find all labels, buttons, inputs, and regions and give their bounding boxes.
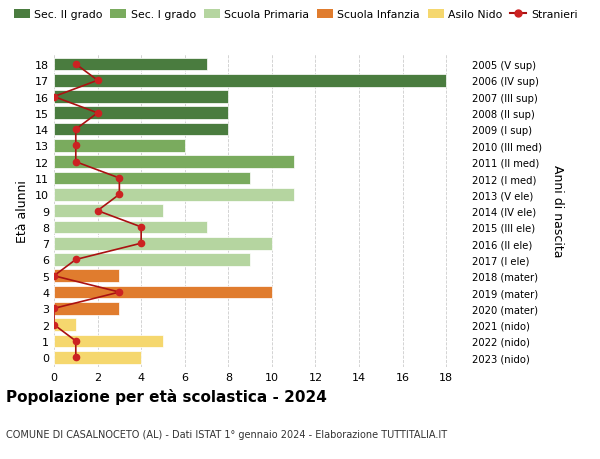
Bar bbox=[54, 107, 229, 120]
Bar bbox=[54, 253, 250, 266]
Bar bbox=[54, 172, 250, 185]
Text: Popolazione per età scolastica - 2024: Popolazione per età scolastica - 2024 bbox=[6, 388, 327, 404]
Bar bbox=[54, 58, 206, 71]
Bar bbox=[54, 91, 229, 104]
Y-axis label: Anni di nascita: Anni di nascita bbox=[551, 165, 563, 257]
Bar bbox=[54, 319, 76, 331]
Bar bbox=[54, 221, 206, 234]
Bar bbox=[54, 205, 163, 218]
Bar bbox=[54, 335, 163, 347]
Y-axis label: Età alunni: Età alunni bbox=[16, 180, 29, 242]
Bar bbox=[54, 302, 119, 315]
Bar bbox=[54, 123, 229, 136]
Bar bbox=[54, 156, 293, 169]
Bar bbox=[54, 286, 272, 299]
Bar bbox=[54, 75, 446, 87]
Bar bbox=[54, 351, 141, 364]
Bar bbox=[54, 189, 293, 201]
Bar bbox=[54, 140, 185, 152]
Text: COMUNE DI CASALNOCETO (AL) - Dati ISTAT 1° gennaio 2024 - Elaborazione TUTTITALI: COMUNE DI CASALNOCETO (AL) - Dati ISTAT … bbox=[6, 429, 447, 439]
Bar bbox=[54, 237, 272, 250]
Legend: Sec. II grado, Sec. I grado, Scuola Primaria, Scuola Infanzia, Asilo Nido, Stran: Sec. II grado, Sec. I grado, Scuola Prim… bbox=[11, 8, 580, 22]
Bar bbox=[54, 270, 119, 282]
